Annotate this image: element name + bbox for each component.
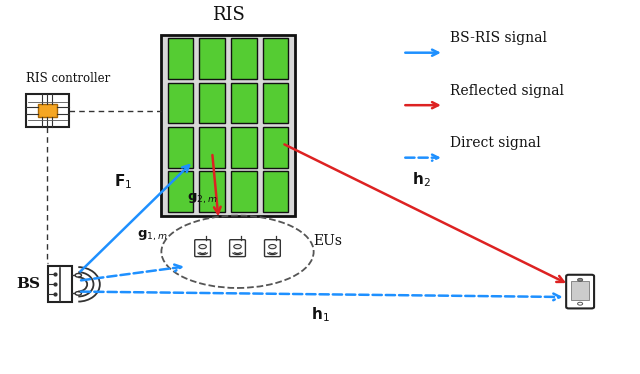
Bar	[168, 127, 193, 168]
Text: RIS controller: RIS controller	[26, 72, 110, 85]
Bar	[572, 281, 589, 300]
Bar	[200, 38, 225, 79]
Bar	[231, 127, 257, 168]
Text: EUs: EUs	[314, 234, 342, 248]
FancyBboxPatch shape	[566, 275, 594, 309]
FancyBboxPatch shape	[195, 240, 211, 257]
Bar	[38, 104, 57, 117]
Bar	[168, 171, 193, 212]
Text: $\mathbf{g}_{1,m}$: $\mathbf{g}_{1,m}$	[136, 229, 167, 243]
Bar	[263, 171, 288, 212]
Text: BS-RIS signal: BS-RIS signal	[450, 31, 547, 45]
Text: Reflected signal: Reflected signal	[450, 84, 564, 98]
Bar	[263, 83, 288, 123]
Text: $\mathbf{h}_2$: $\mathbf{h}_2$	[412, 170, 431, 189]
Bar	[168, 83, 193, 123]
Bar	[168, 38, 193, 79]
Bar	[200, 83, 225, 123]
Bar	[48, 266, 72, 303]
Bar	[200, 127, 225, 168]
Circle shape	[269, 245, 276, 249]
Bar	[263, 127, 288, 168]
Bar	[231, 38, 257, 79]
Circle shape	[234, 245, 241, 249]
Circle shape	[199, 245, 206, 249]
Bar	[263, 38, 288, 79]
FancyBboxPatch shape	[264, 240, 280, 257]
Circle shape	[75, 273, 81, 277]
Bar	[26, 94, 68, 127]
Text: RIS: RIS	[212, 6, 244, 24]
Text: $\mathbf{F}_1$: $\mathbf{F}_1$	[114, 172, 132, 190]
Bar	[200, 171, 225, 212]
Bar	[231, 171, 257, 212]
Circle shape	[577, 278, 582, 281]
Text: BS: BS	[16, 278, 40, 291]
Text: $\mathbf{g}_{2,m}$: $\mathbf{g}_{2,m}$	[188, 192, 218, 206]
FancyBboxPatch shape	[230, 240, 245, 257]
Text: $\mathbf{h}_1$: $\mathbf{h}_1$	[310, 306, 330, 325]
Text: Direct signal: Direct signal	[450, 136, 541, 150]
Bar	[161, 35, 294, 215]
Circle shape	[75, 292, 81, 295]
Bar	[231, 83, 257, 123]
